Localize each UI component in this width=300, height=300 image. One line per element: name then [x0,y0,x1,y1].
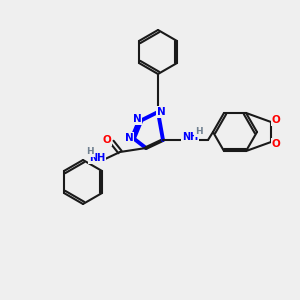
Text: O: O [272,115,280,125]
Text: NH: NH [182,132,198,142]
Text: N: N [133,114,141,124]
Text: NH: NH [89,153,105,163]
Text: N: N [157,107,165,117]
Text: O: O [103,135,111,145]
Text: N: N [124,133,134,143]
Text: O: O [272,139,280,149]
Text: H: H [195,128,203,136]
Text: H: H [86,148,94,157]
